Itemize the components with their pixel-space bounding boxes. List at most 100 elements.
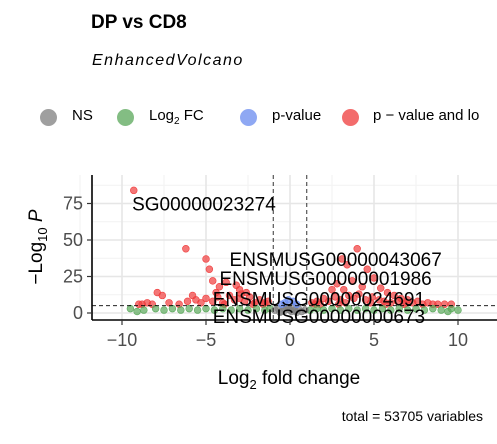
point-p [284, 296, 293, 304]
point-fc [387, 306, 395, 314]
point-fc_p [130, 186, 138, 195]
point-fc [403, 306, 412, 314]
point-fc_p [363, 265, 371, 273]
point-fc_p [209, 277, 217, 285]
threshold-lines [92, 175, 497, 320]
point-fc_p [215, 283, 224, 291]
point-fc [319, 306, 328, 314]
point-fc [395, 304, 403, 313]
point-fc_p [212, 288, 220, 297]
x-axis-title: Log2 fold change [218, 368, 360, 392]
point-fc_p [165, 299, 173, 307]
x-tick-label: −10 [107, 330, 138, 350]
point-fc [378, 304, 387, 313]
point-fc_p [383, 288, 392, 297]
point-fc [353, 306, 361, 314]
axes: −10 −5 0 5 10 0 25 50 75 [63, 175, 497, 350]
chart-subtitle: EnhancedVolcano [92, 52, 244, 69]
point-fc [126, 304, 135, 313]
point-fc [185, 304, 193, 313]
point-fc [133, 307, 141, 316]
point-fc [210, 306, 219, 314]
y-tick-label: 25 [63, 267, 83, 287]
legend-swatch-pvalue-and-log2fc [342, 109, 359, 126]
point-fc_p [202, 255, 210, 263]
point-fc_p [358, 283, 366, 291]
point-fc_p [158, 291, 167, 300]
legend-swatch-ns [40, 109, 57, 126]
gene-labels: SG00000023274ENSMUSG00000043067ENSMUSG00… [132, 195, 442, 328]
point-fc [420, 306, 429, 314]
chart-title: DP vs CD8 [91, 12, 187, 33]
y-tick-label: 0 [73, 303, 83, 323]
point-fc_p [366, 299, 375, 307]
point-fc_p [240, 297, 249, 306]
point-fc_p [245, 293, 254, 301]
point-fc_p [370, 274, 378, 282]
point-fc [361, 304, 370, 313]
gene-label: ENSMUSG00000000673 [213, 307, 425, 328]
point-fc [437, 306, 445, 314]
point-fc_p [183, 297, 192, 306]
point-fc [370, 306, 378, 314]
point-fc [336, 306, 345, 314]
point-fc_p [205, 265, 214, 273]
point-fc [193, 306, 202, 314]
legend-label-ns: NS [72, 107, 93, 124]
point-fc [454, 306, 462, 314]
caption: total = 53705 variables [341, 408, 483, 424]
point-fc_p [237, 290, 245, 298]
point-fc_p [338, 255, 346, 263]
point-fc_p [324, 297, 333, 306]
point-fc [412, 304, 420, 313]
point-fc_p [328, 285, 336, 294]
point-fc_p [135, 300, 143, 308]
x-tick-label: 10 [448, 330, 468, 350]
point-fc [444, 307, 452, 316]
point-fc_p [355, 290, 363, 298]
point-fc_p [390, 291, 398, 300]
point-fc_p [343, 261, 351, 269]
point-ns [293, 308, 301, 316]
point-fc_p [377, 284, 385, 292]
point-fc [140, 306, 148, 314]
point-fc_p [225, 291, 234, 300]
legend-label-log2fc: Log2 FC [149, 107, 204, 127]
point-fc [160, 306, 168, 314]
legend-swatch-pvalue [240, 109, 257, 126]
point-fc_p [348, 277, 356, 285]
point-fc [345, 304, 353, 313]
point-fc_p [341, 299, 350, 307]
point-fc_p [393, 297, 402, 306]
point-fc_p [402, 299, 410, 307]
legend-label-pvalue-and-log2fc: p − value and lo [373, 107, 480, 124]
point-fc [235, 304, 244, 313]
point-fc_p [340, 285, 348, 294]
point-fc_p [188, 291, 197, 300]
gene-label: SG00000023274 [132, 195, 276, 216]
point-fc [177, 306, 185, 314]
gene-label: ENSMUSG00000024691 [213, 289, 425, 310]
gene-label: ENSMUSG00000001986 [219, 269, 431, 290]
point-fc_p [182, 245, 190, 253]
point-fc [244, 306, 252, 314]
point-fc [252, 304, 261, 313]
point-fc [328, 304, 336, 313]
legend-label-pvalue: p-value [272, 107, 322, 124]
point-fc [151, 304, 160, 313]
point-ns [286, 306, 294, 314]
point-fc_p [350, 294, 358, 303]
point-fc_p [202, 294, 210, 303]
y-tick-label: 75 [63, 194, 83, 214]
point-fc_p [353, 245, 361, 253]
x-tick-label: 5 [369, 330, 379, 350]
point-fc [227, 306, 235, 314]
point-fc [219, 304, 227, 313]
point-fc_p [222, 278, 230, 287]
x-tick-label: −5 [196, 330, 217, 350]
point-fc_p [333, 280, 341, 288]
point-fc [429, 304, 437, 313]
point-ns [276, 308, 284, 316]
gene-label: ENSMUSG00000043067 [230, 250, 442, 271]
